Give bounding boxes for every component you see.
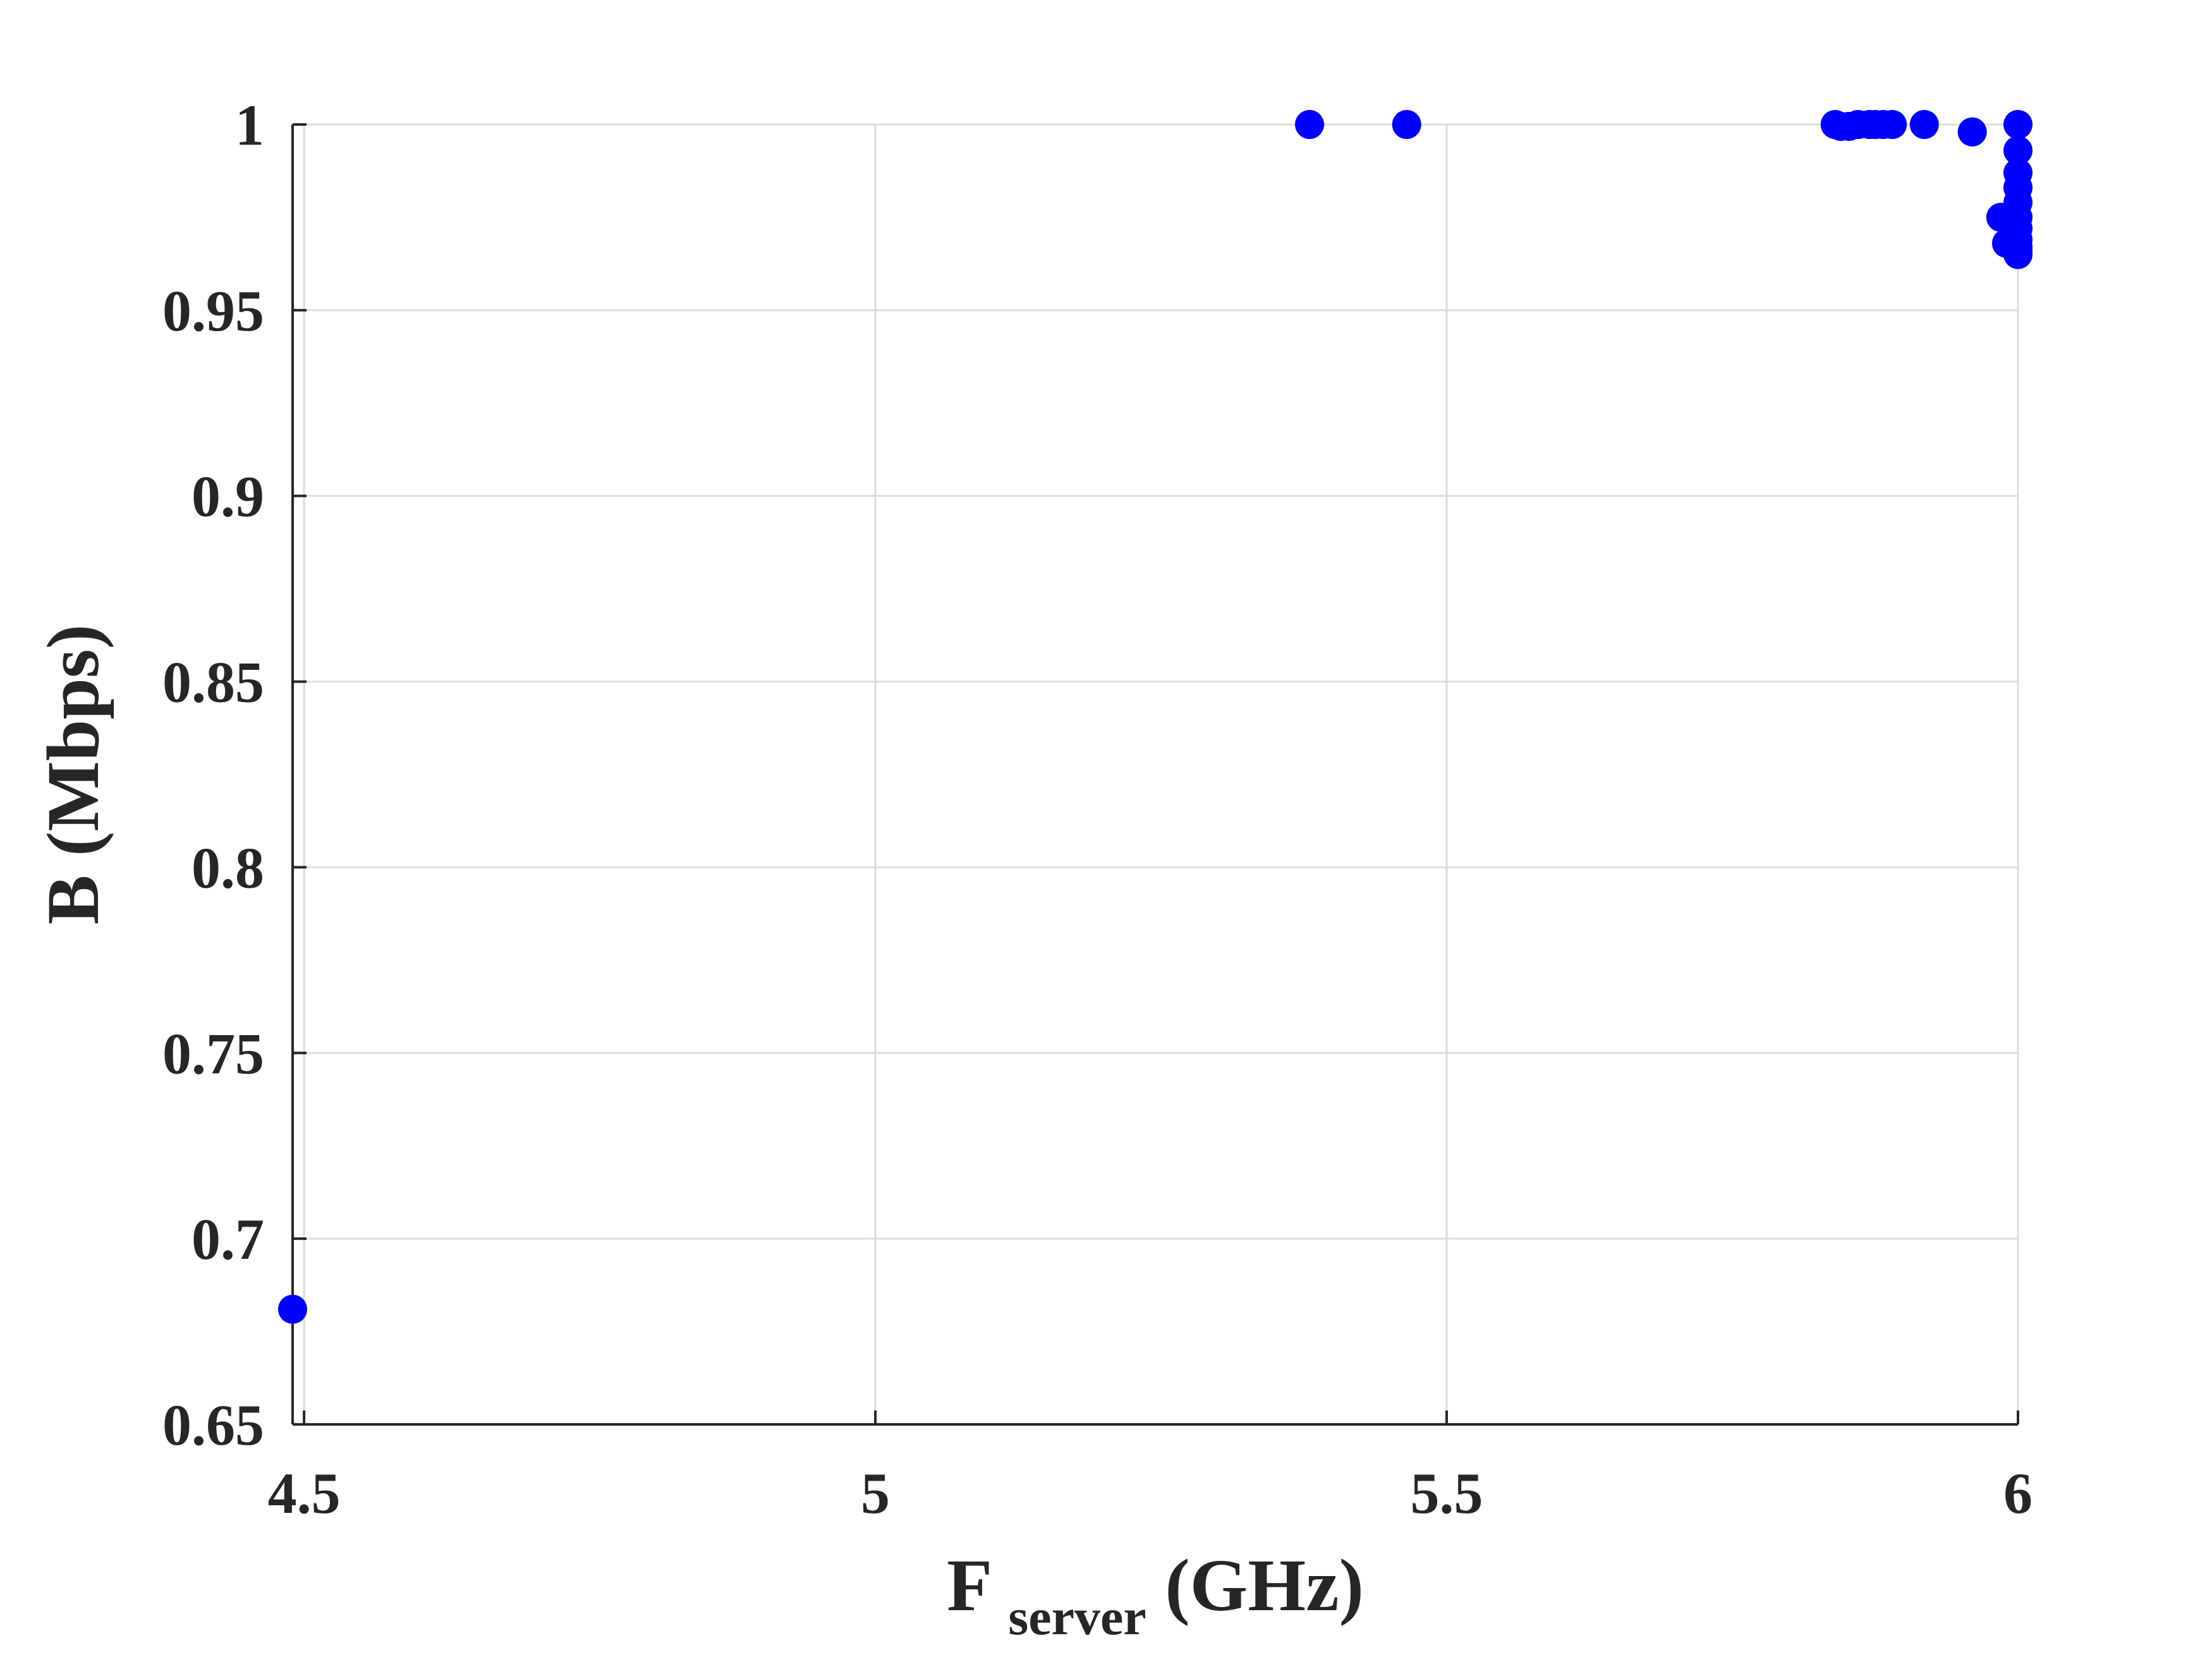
tick-labels: 4.5 5 5.5 6 0.65 0.7 0.75 0.8 0.85 0.9 0.95 1: [162, 93, 2033, 1526]
data-point: [2003, 110, 2033, 139]
axis-labels: B (Mbps) F server (GHz): [32, 624, 1364, 1651]
y-tick-label-0.85: 0.85: [162, 650, 264, 715]
x-tick-label-5: 5: [861, 1461, 890, 1526]
x-tick-label-4.5: 4.5: [268, 1461, 341, 1526]
data-point: [2003, 240, 2033, 269]
y-tick-label-0.75: 0.75: [162, 1021, 264, 1086]
y-axis-label: B (Mbps): [32, 624, 114, 925]
x-tick-label-6: 6: [2003, 1461, 2033, 1526]
x-axis-label-main: F: [947, 1544, 990, 1627]
y-tick-label-0.9: 0.9: [191, 464, 264, 529]
grid-lines: [293, 123, 2019, 1426]
x-axis-label-unit: (GHz): [1165, 1544, 1364, 1627]
data-point: [278, 1294, 307, 1324]
y-tick-label-0.65: 0.65: [162, 1393, 264, 1457]
data-point: [1295, 110, 1325, 139]
y-tick-label-0.8: 0.8: [191, 835, 264, 900]
data-point: [1878, 110, 1907, 139]
x-axis-label: F server (GHz): [947, 1544, 1364, 1651]
y-tick-label-0.95: 0.95: [162, 279, 264, 343]
x-axis-label-subscript: server: [1008, 1588, 1146, 1646]
data-points: [278, 110, 2033, 1324]
x-tick-label-5.5: 5.5: [1411, 1461, 1483, 1526]
y-tick-label-1: 1: [235, 93, 264, 157]
axes: [291, 123, 2019, 1426]
data-point: [1392, 110, 1421, 139]
data-point: [2003, 136, 2033, 166]
y-tick-label-0.7: 0.7: [191, 1207, 264, 1271]
data-point: [1909, 110, 1939, 139]
data-point: [1957, 117, 1987, 147]
